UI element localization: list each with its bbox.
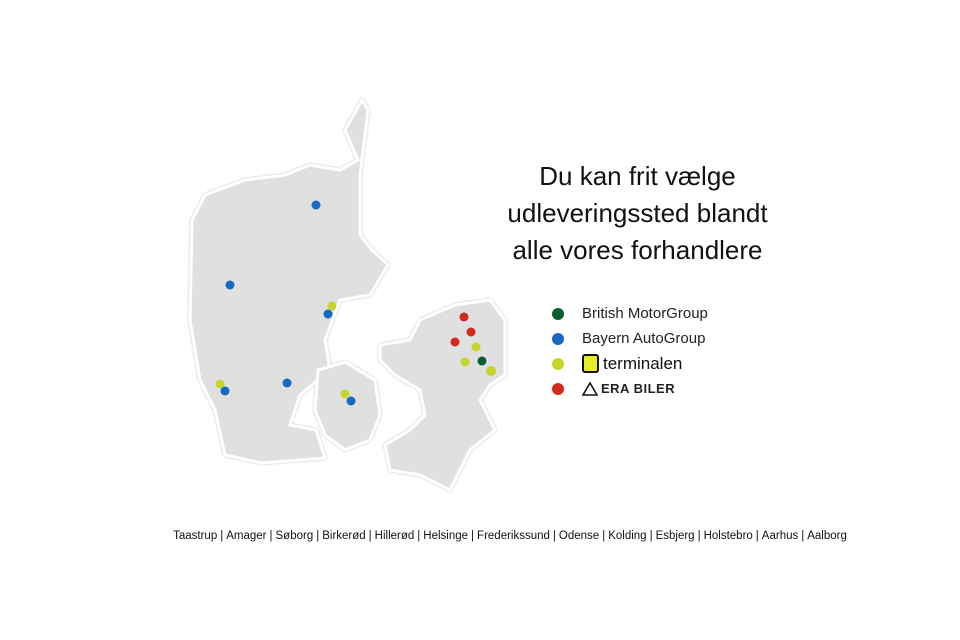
separator: | — [269, 530, 273, 542]
dealer-marker-terminalen — [486, 366, 496, 376]
city-name: Esbjerg — [655, 530, 695, 542]
legend-label: Bayern AutoGroup — [582, 330, 706, 347]
red-dot-icon — [552, 382, 564, 395]
separator: | — [697, 530, 701, 542]
separator: | — [755, 530, 759, 542]
city-name: Kolding — [608, 530, 647, 542]
city-name: Odense — [558, 530, 600, 542]
separator: | — [471, 530, 475, 542]
city-name: Aalborg — [807, 530, 847, 542]
legend-label: British MotorGroup — [582, 305, 708, 322]
dealer-marker-bayern — [311, 200, 321, 210]
separator: | — [220, 530, 224, 542]
city-name: Amager — [226, 530, 267, 542]
city-name: Taastrup — [173, 530, 218, 542]
headline-line: alle vores forhandlere — [512, 235, 763, 265]
dealer-marker-terminalen — [460, 357, 470, 367]
legend-item-bayern: Bayern AutoGroup — [552, 326, 708, 351]
dealer-marker-era — [450, 337, 460, 347]
separator: | — [316, 530, 320, 542]
dealer-marker-terminalen — [471, 342, 481, 352]
legend-label: terminalen — [603, 353, 683, 373]
dealer-marker-era — [466, 327, 476, 337]
city-name: Hillerød — [374, 530, 415, 542]
legend-label: ERA BILER — [601, 381, 676, 396]
dealer-marker-bayern — [225, 280, 235, 290]
headline-line: udleveringssted blandt — [507, 198, 768, 228]
dealer-marker-terminalen — [340, 389, 350, 399]
legend-item-british: British MotorGroup — [552, 301, 708, 326]
separator: | — [368, 530, 372, 542]
separator: | — [801, 530, 805, 542]
city-name: Holstebro — [703, 530, 753, 542]
city-name: Aarhus — [761, 530, 799, 542]
dealer-marker-terminalen — [327, 301, 337, 311]
jutland-region — [188, 97, 390, 465]
city-list: Taastrup | Amager | Søborg | Birkerød | Hillerød… — [0, 530, 960, 542]
dealer-marker-bayern — [323, 309, 333, 319]
separator: | — [417, 530, 421, 542]
dealer-marker-bayern — [346, 396, 356, 406]
headline-line: Du kan frit vælge — [539, 161, 736, 191]
separator: | — [649, 530, 653, 542]
zealand-region — [378, 298, 507, 493]
yellow-dot-icon — [552, 357, 564, 370]
legend-item-terminalen: terminalen — [552, 351, 708, 376]
dealer-marker-bayern — [220, 386, 230, 396]
city-name: Birkerød — [322, 530, 366, 542]
headline: Du kan frit vælge udleveringssted blandt… — [470, 158, 805, 269]
city-name: Helsinge — [423, 530, 469, 542]
separator: | — [552, 530, 556, 542]
legend-item-era: ERA BILER — [552, 376, 708, 401]
city-name: Frederikssund — [477, 530, 550, 542]
dealer-marker-terminalen — [215, 379, 225, 389]
dealer-marker-british — [477, 356, 487, 366]
funen-region — [313, 360, 382, 452]
dealer-marker-era — [459, 312, 469, 322]
era-logo-icon — [582, 381, 598, 396]
green-dot-icon — [552, 307, 564, 320]
blue-dot-icon — [552, 332, 564, 345]
separator: | — [602, 530, 606, 542]
legend: British MotorGroup Bayern AutoGroup term… — [552, 301, 708, 401]
city-name: Søborg — [275, 530, 314, 542]
dealer-marker-bayern — [282, 378, 292, 388]
terminalen-logo-icon — [582, 354, 599, 373]
